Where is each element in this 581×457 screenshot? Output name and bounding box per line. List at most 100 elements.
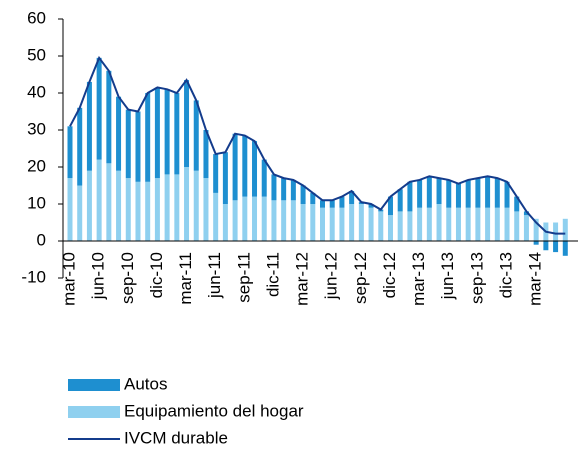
bar (300, 185, 306, 204)
x-tick-label: dic-10 (147, 252, 166, 298)
bar (96, 159, 102, 241)
bar (465, 179, 471, 208)
x-tick-label: jun-12 (322, 252, 341, 300)
bar (145, 93, 151, 182)
bar (436, 204, 442, 241)
bar (504, 181, 510, 208)
bar (232, 200, 238, 241)
bar (339, 207, 345, 241)
bar (417, 179, 423, 208)
bar (164, 89, 170, 175)
bar (436, 178, 442, 204)
bar (67, 178, 73, 241)
x-tick-label: sep-10 (118, 252, 137, 304)
bar (96, 57, 102, 160)
bar (446, 179, 452, 208)
bar (368, 204, 374, 208)
bar (533, 241, 539, 245)
bar (125, 178, 131, 241)
bar (320, 207, 325, 241)
bar (213, 154, 219, 193)
bar (455, 183, 461, 208)
bar (261, 196, 267, 241)
bar (222, 204, 228, 241)
y-tick-label: 30 (27, 119, 46, 138)
x-tick-label: sep-11 (234, 252, 253, 303)
bar (426, 207, 432, 241)
bar (514, 196, 520, 212)
bar (290, 179, 296, 201)
bar (553, 241, 559, 253)
x-tick-label: jun-11 (205, 252, 224, 299)
bar (252, 196, 258, 241)
bar (387, 215, 393, 241)
bar (213, 192, 219, 241)
bar (417, 207, 423, 241)
bar (106, 163, 112, 241)
bar (300, 204, 306, 241)
bar (154, 178, 160, 241)
y-tick-label: 60 (27, 8, 46, 27)
bar (349, 191, 355, 204)
bar (397, 211, 403, 241)
bar (523, 215, 529, 241)
bar (485, 207, 491, 241)
x-tick-label: jun-10 (89, 252, 108, 300)
bar (242, 196, 248, 241)
bar (86, 170, 92, 241)
bar (368, 207, 374, 241)
x-tick-label: mar-10 (59, 252, 78, 306)
bar (174, 174, 180, 241)
legend-swatch (68, 406, 120, 418)
y-tick-label: -10 (21, 267, 46, 286)
bar (271, 200, 277, 241)
bar (242, 135, 248, 197)
bar (154, 87, 160, 179)
bar (203, 178, 209, 241)
bar (77, 107, 83, 186)
bar (504, 207, 510, 241)
y-tick-label: 20 (27, 156, 46, 175)
y-tick-label: 40 (27, 82, 46, 101)
legend-label: IVCM durable (124, 428, 228, 447)
bar (494, 178, 500, 208)
y-tick-label: 10 (27, 193, 46, 212)
x-tick-label: mar-14 (526, 252, 545, 306)
bar (387, 196, 393, 216)
bar (358, 204, 364, 241)
bar (116, 170, 122, 241)
bar (77, 185, 83, 241)
bar (193, 170, 199, 241)
bar (465, 207, 471, 241)
bar (67, 126, 73, 179)
bar (261, 159, 267, 197)
bar (446, 207, 452, 241)
x-tick-label: jun-13 (438, 252, 457, 300)
bar (135, 111, 141, 182)
bar (320, 200, 325, 208)
bar (426, 176, 432, 208)
x-tick-label: dic-13 (497, 252, 516, 298)
x-tick-label: dic-12 (380, 252, 399, 298)
y-tick-label: 50 (27, 45, 46, 64)
bar (281, 200, 287, 241)
bar (494, 207, 500, 241)
bar (543, 241, 549, 251)
bar (455, 207, 461, 241)
bar (533, 218, 539, 241)
bar (329, 200, 335, 208)
bar (523, 211, 529, 216)
bar (193, 100, 199, 171)
x-tick-label: mar-13 (409, 252, 428, 306)
x-tick-label: sep-12 (351, 252, 370, 304)
bar (164, 174, 170, 241)
bar (310, 192, 316, 204)
bar (222, 152, 228, 204)
bar (232, 133, 238, 201)
x-tick-label: sep-13 (467, 252, 486, 304)
bar (397, 189, 403, 212)
bar (174, 93, 180, 175)
x-tick-label: mar-11 (176, 252, 195, 305)
bar (145, 181, 151, 241)
